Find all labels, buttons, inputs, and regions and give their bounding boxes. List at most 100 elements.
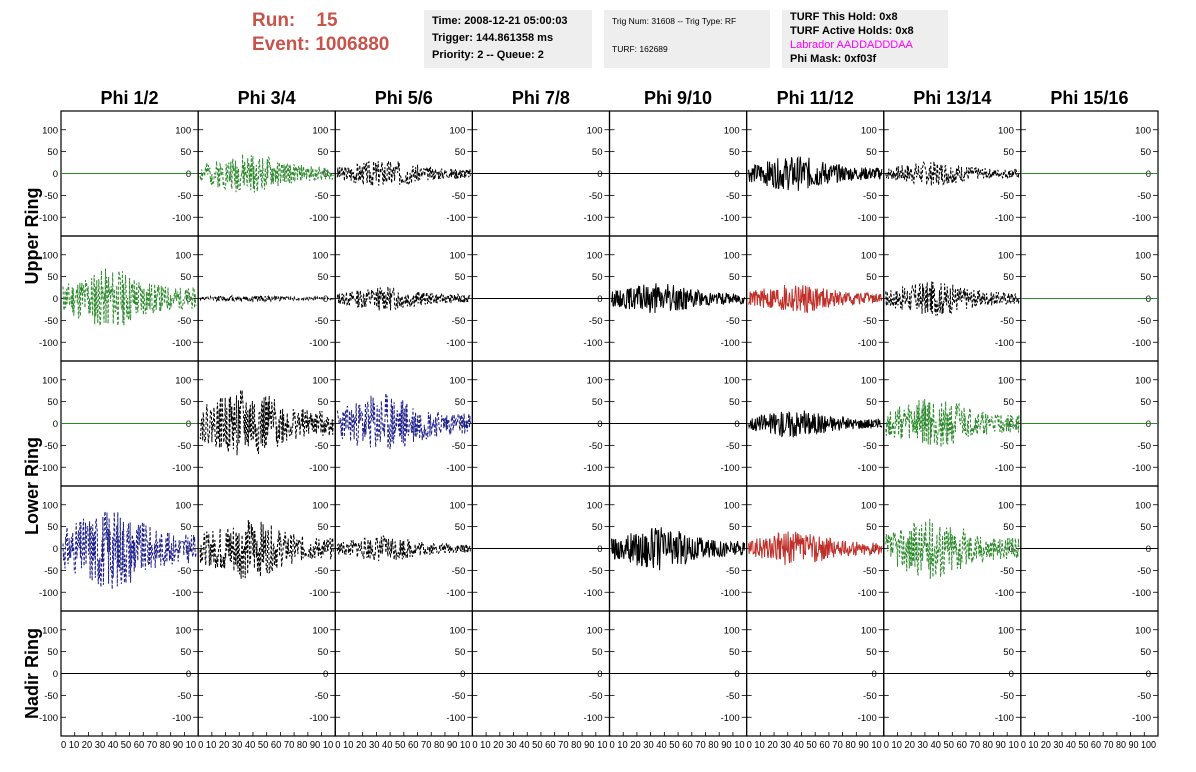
waveform-trace <box>336 286 471 311</box>
y-tick-label: 100 <box>312 125 328 136</box>
y-tick-label: 50 <box>729 272 740 283</box>
x-axis-label-2: 0 10 20 30 40 50 60 70 80 90 10 <box>198 740 334 751</box>
y-tick-label: -100 <box>858 213 877 224</box>
y-tick-label: 0 <box>871 544 876 555</box>
y-tick-label: 50 <box>729 397 740 408</box>
panel-r2-c8: 100 50 0 -50 -100 <box>1020 235 1159 362</box>
y-tick-label: -100 <box>309 213 328 224</box>
y-tick-label: 100 <box>450 500 466 511</box>
panel-r2-c4: 100 50 0 -50 -100 <box>471 235 611 362</box>
panel-r5-c7: 100 50 0 -50 -100 <box>883 610 1022 737</box>
y-tick-label: 0 <box>597 169 602 180</box>
y-tick-label: 100 <box>587 625 603 636</box>
y-tick-label: 50 <box>318 647 329 658</box>
y-tick-label-left: 0 <box>53 169 58 180</box>
y-tick-label: 0 <box>186 419 191 430</box>
y-tick-label: 100 <box>450 375 466 386</box>
x-axis-label-1: 0 10 20 30 40 50 60 70 80 90 10 <box>61 740 197 751</box>
y-tick-label: 50 <box>455 522 466 533</box>
y-tick-label: -100 <box>172 213 191 224</box>
column-title-3: Phi 5/6 <box>375 88 433 108</box>
y-tick-label-left: -50 <box>44 441 58 452</box>
y-tick-label: 0 <box>460 419 465 430</box>
y-tick-label: -50 <box>452 316 466 327</box>
y-tick-label: 50 <box>1140 397 1151 408</box>
waveform-trace <box>885 399 1020 448</box>
y-tick-label: 50 <box>592 397 603 408</box>
turf-active-holds-text: TURF Active Holds: 0x8 <box>790 25 914 37</box>
y-tick-label: 50 <box>866 522 877 533</box>
y-tick-label: 100 <box>998 500 1014 511</box>
y-tick-label: 0 <box>323 294 328 305</box>
y-tick-label: 50 <box>455 647 466 658</box>
waveform-trace <box>611 283 746 314</box>
y-tick-label: -50 <box>1137 316 1151 327</box>
y-tick-label: -100 <box>446 463 465 474</box>
y-tick-label-left: 50 <box>47 647 58 658</box>
y-tick-label: 50 <box>181 522 192 533</box>
y-tick-label: 100 <box>724 500 740 511</box>
y-tick-label: 100 <box>998 125 1014 136</box>
waveform-trace <box>611 527 746 571</box>
y-tick-label: 0 <box>186 169 191 180</box>
y-tick-label: 0 <box>734 544 739 555</box>
y-tick-label: 100 <box>587 125 603 136</box>
y-tick-label: 0 <box>734 169 739 180</box>
y-tick-label: 50 <box>1003 147 1014 158</box>
panel-r5-c2: 100 50 0 -50 -100 <box>197 610 336 737</box>
y-tick-label: -50 <box>726 566 740 577</box>
y-tick-label: -50 <box>726 316 740 327</box>
y-tick-label-left: 50 <box>47 272 58 283</box>
y-tick-label: 50 <box>318 272 329 283</box>
y-tick-label-left: 0 <box>53 294 58 305</box>
y-tick-label: -50 <box>589 441 603 452</box>
y-tick-label: -50 <box>315 191 329 202</box>
y-tick-label: 100 <box>312 500 328 511</box>
panel-r2-c3: 100 50 0 -50 -100 <box>334 235 473 362</box>
y-tick-label: 50 <box>866 147 877 158</box>
y-tick-label: 100 <box>1135 250 1151 261</box>
time-text: Time: 2008-12-21 05:00:03 <box>432 15 568 27</box>
y-tick-label: -50 <box>726 191 740 202</box>
y-tick-label: 50 <box>318 397 329 408</box>
y-tick-label: -50 <box>315 441 329 452</box>
y-tick-label: 50 <box>455 397 466 408</box>
y-tick-label: 50 <box>181 147 192 158</box>
y-tick-label: 0 <box>597 294 602 305</box>
y-tick-label: -100 <box>583 588 602 599</box>
panel-r2-c7: 100 50 0 -50 -100 <box>883 235 1022 362</box>
waveform-trace <box>199 154 334 193</box>
y-tick-label: 0 <box>1009 669 1014 680</box>
panel-r1-c3: 100 50 0 -50 -100 <box>334 110 473 237</box>
y-tick-label: 50 <box>866 647 877 658</box>
y-tick-label-left: -50 <box>44 691 58 702</box>
panel-r4-c6: 100 50 0 -50 -100 <box>746 485 885 612</box>
y-tick-label: -50 <box>1000 691 1014 702</box>
y-tick-label-left: 50 <box>47 522 58 533</box>
y-tick-label: -50 <box>726 441 740 452</box>
y-tick-label: 100 <box>175 375 191 386</box>
panel-r1-c5: 100 50 0 -50 -100 <box>608 110 748 237</box>
y-tick-label: 100 <box>1135 375 1151 386</box>
y-tick-label: 0 <box>1146 294 1151 305</box>
y-tick-label: -50 <box>315 316 329 327</box>
y-tick-label: 100 <box>175 125 191 136</box>
y-tick-label: 100 <box>861 250 877 261</box>
y-tick-label: -100 <box>1132 588 1151 599</box>
y-tick-label-left: 50 <box>47 397 58 408</box>
y-tick-label: -100 <box>309 338 328 349</box>
y-tick-label: -100 <box>995 463 1014 474</box>
y-tick-label: -100 <box>583 463 602 474</box>
panel-r3-c3: 100 50 0 -50 -100 <box>334 360 473 487</box>
row-label-2: Lower Ring <box>22 437 42 535</box>
y-tick-label: 100 <box>724 125 740 136</box>
y-tick-label: 0 <box>871 419 876 430</box>
y-tick-label: 100 <box>861 625 877 636</box>
y-tick-label: 50 <box>1140 522 1151 533</box>
waveform-trace <box>336 535 471 562</box>
panel-r1-c4: 100 50 0 -50 -100 <box>471 110 611 237</box>
waveform-trace <box>336 161 471 187</box>
